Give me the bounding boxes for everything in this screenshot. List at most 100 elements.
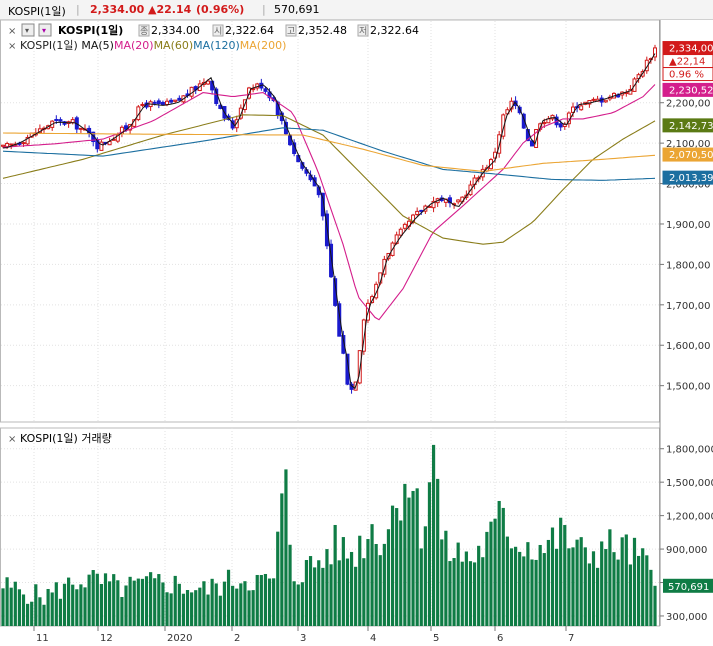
volume-y-tick-label: 900,000 [666, 545, 707, 556]
legend-symbol: KOSPI(1일) [58, 23, 123, 37]
volume-bar [251, 590, 255, 626]
close-icon-2[interactable]: × [8, 41, 16, 52]
volume-bar [267, 578, 272, 626]
volume-bar [571, 547, 575, 626]
candle-body [169, 99, 174, 103]
volume-bar [103, 573, 108, 626]
volume-bar [522, 556, 526, 626]
volume-bar [600, 541, 604, 626]
volume-bar [280, 493, 284, 626]
volume-bar [448, 561, 452, 626]
ma-line-200 [2, 132, 656, 172]
volume-bar [345, 558, 350, 626]
header-symbol[interactable]: KOSPI(1일) [8, 5, 66, 18]
price-y-tick-label: 1,700,00 [666, 301, 711, 312]
ma-legend-20: MA(20) [114, 39, 154, 52]
volume-legend-title: KOSPI(1일) 거래량 [20, 431, 112, 445]
volume-bar [181, 593, 186, 626]
candle-body [550, 114, 555, 120]
volume-bar [591, 551, 596, 626]
volume-bar [329, 564, 333, 626]
volume-y-tick-label: 1,800,000 [666, 445, 713, 456]
candle-body [54, 118, 59, 121]
price-y-tick-label: 1,900,00 [666, 220, 711, 231]
ma-legend-200: MA(200) [240, 39, 287, 52]
volume-bar [313, 567, 317, 626]
volume-bar [485, 531, 489, 626]
volume-bar [612, 552, 616, 626]
volume-bar [407, 497, 411, 626]
volume-bar [399, 520, 403, 626]
stock-chart[interactable]: 11 12 2020 2 3 4 5 6 7 1,500,00 1,600,00 1,700,00 1… [0, 20, 713, 646]
price-y-tick-label: 1,800,00 [666, 260, 711, 271]
volume-bar [67, 577, 71, 626]
price-tag-label: 2,230,52 [669, 85, 713, 96]
volume-bar [579, 537, 583, 626]
volume-bar [403, 483, 407, 626]
price-tag-label: 0.96 % [669, 70, 704, 81]
volume-bar [296, 584, 300, 626]
price-tag-label: 2,070,50 [669, 150, 713, 161]
volume-bar [423, 526, 427, 626]
candle-body [312, 177, 317, 187]
volume-bar [415, 488, 419, 626]
candle-body [501, 114, 506, 137]
close-icon-3[interactable]: × [8, 434, 16, 445]
volume-bar [75, 589, 79, 626]
legend-low: 2,322.64 [370, 24, 419, 37]
candle-body [5, 142, 10, 148]
candle-body [628, 88, 633, 95]
volume-bar [5, 577, 9, 626]
volume-bar [42, 604, 46, 626]
volume-bar [263, 573, 268, 626]
candle-body [160, 101, 165, 106]
volume-bar [583, 547, 587, 626]
legend-close: 2,334.00 [151, 24, 200, 37]
volume-bar [362, 558, 366, 626]
volume-bar [206, 594, 210, 626]
dropdown-arrow-icon: ▾ [25, 26, 29, 35]
candle-body [411, 214, 416, 224]
x-tick-label: 4 [370, 633, 376, 644]
x-tick-label: 5 [433, 633, 439, 644]
ma-line-5 [2, 53, 656, 390]
price-tag-box [662, 118, 713, 133]
volume-bar [308, 556, 313, 626]
volume-bar [21, 594, 26, 626]
volume-bar [505, 536, 509, 626]
volume-bar [34, 584, 38, 626]
dropdown-icon-2[interactable] [38, 23, 52, 37]
volume-bar [140, 578, 145, 626]
volume-bar [239, 583, 243, 626]
header-price: 2,334.00 [90, 3, 145, 16]
candle-body [579, 105, 584, 111]
volume-bar [54, 582, 58, 626]
volume-bar [460, 561, 464, 626]
volume-bar [317, 560, 321, 626]
volume-bar [349, 551, 354, 626]
volume-bar [71, 584, 75, 626]
volume-bar [456, 542, 460, 626]
volume-bar [112, 574, 116, 626]
volume-bar [530, 559, 534, 626]
close-tag-box [138, 24, 150, 37]
volume-bar [595, 567, 600, 626]
legend-open-tag: 시 [214, 26, 222, 37]
volume-bar [79, 584, 83, 626]
volume-bar [161, 582, 165, 626]
candle-body [431, 200, 436, 209]
volume-bar [231, 585, 235, 626]
dropdown-icon[interactable] [21, 23, 35, 37]
volume-bar [497, 500, 501, 626]
close-icon[interactable]: × [8, 26, 16, 37]
volume-bar [272, 578, 276, 626]
candle-body [115, 134, 120, 142]
volume-bar [493, 518, 497, 626]
price-tags: 2,334,00 ▲22,14 0.96 % 2,230,52 2,142,73 2,07… [662, 41, 713, 593]
volume-bar [210, 578, 214, 626]
candle-body [534, 128, 539, 148]
volume-bar [169, 593, 173, 626]
x-tick-label: 7 [568, 633, 574, 644]
candle-body [456, 199, 461, 203]
volume-bar [518, 551, 522, 626]
